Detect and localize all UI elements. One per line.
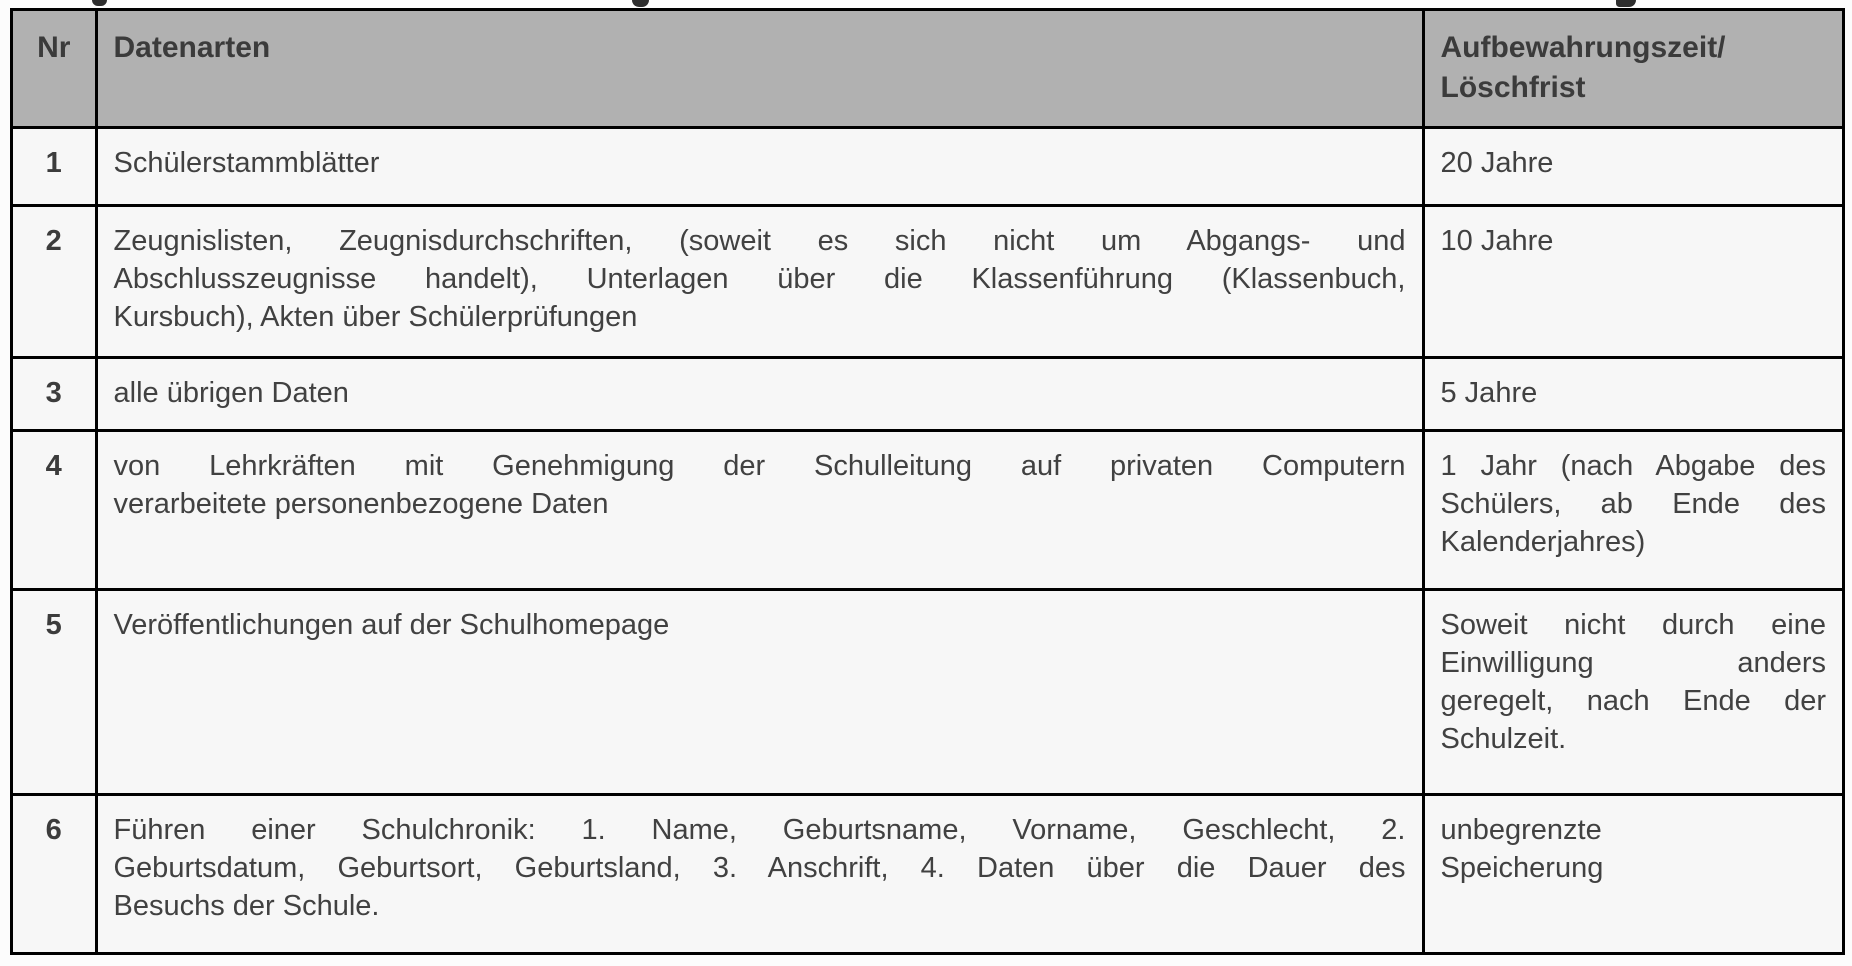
header-cell-datenarten: Datenarten (96, 11, 1425, 130)
table-row: 5 Veröffentlichungen auf der Schulhomepa… (13, 589, 1842, 796)
table-header-row: Nr Datenarten Aufbewahrungszeit/ Löschfr… (13, 11, 1842, 130)
cell-datenarten: Führen einer Schulchronik: 1. Name, Gebu… (96, 794, 1425, 952)
cell-datenarten: Veröffentlichungen auf der Schulhomepage (96, 589, 1425, 796)
cell-nr: 3 (13, 357, 98, 433)
cell-frist: 20 Jahre (1423, 127, 1842, 207)
cell-frist: 5 Jahre (1423, 357, 1842, 433)
cell-frist: Soweit nicht durch eine Einwilligung ande… (1423, 589, 1842, 796)
cell-frist: unbegrenzte Speicherung (1440, 813, 1604, 884)
table-row: 6 Führen einer Schulchronik: 1. Name, Ge… (13, 794, 1842, 952)
table-row: 3 alle übrigen Daten 5 Jahre (13, 357, 1842, 433)
data-table: Nr Datenarten Aufbewahrungszeit/ Löschfr… (13, 11, 1842, 952)
cell-nr: 6 (13, 794, 98, 952)
table-row: 4 von Lehrkräften mit Genehmigung der Sc… (13, 430, 1842, 591)
table-row: 1 Schülerstammblätter 20 Jahre (13, 127, 1842, 207)
retention-periods-table: Nr Datenarten Aufbewahrungszeit/ Löschfr… (10, 8, 1845, 955)
cell-nr: 2 (13, 205, 98, 360)
header-cell-nr: Nr (13, 11, 98, 130)
cell-nr: 5 (13, 589, 98, 796)
cropped-heading-fragment (92, 0, 107, 6)
cell-datenarten: Schülerstammblätter (96, 127, 1425, 207)
table-row: 2 Zeugnislisten, Zeugnisdurchschriften, … (13, 205, 1842, 360)
cell-frist: 10 Jahre (1423, 205, 1842, 360)
cropped-heading-fragment (1616, 0, 1636, 7)
cell-nr: 4 (13, 430, 98, 591)
header-cell-frist: Aufbewahrungszeit/ Löschfrist (1423, 11, 1842, 130)
cell-nr: 1 (13, 127, 98, 207)
cell-datenarten: Zeugnislisten, Zeugnisdurchschriften, (s… (96, 205, 1425, 360)
cell-datenarten: alle übrigen Daten (96, 357, 1425, 433)
cropped-heading-fragment (632, 0, 649, 7)
cell-frist: 1 Jahr (nach Abgabe des Schülers, ab Ende… (1423, 430, 1842, 591)
cell-datenarten: von Lehrkräften mit Genehmigung der Schu… (96, 430, 1425, 591)
